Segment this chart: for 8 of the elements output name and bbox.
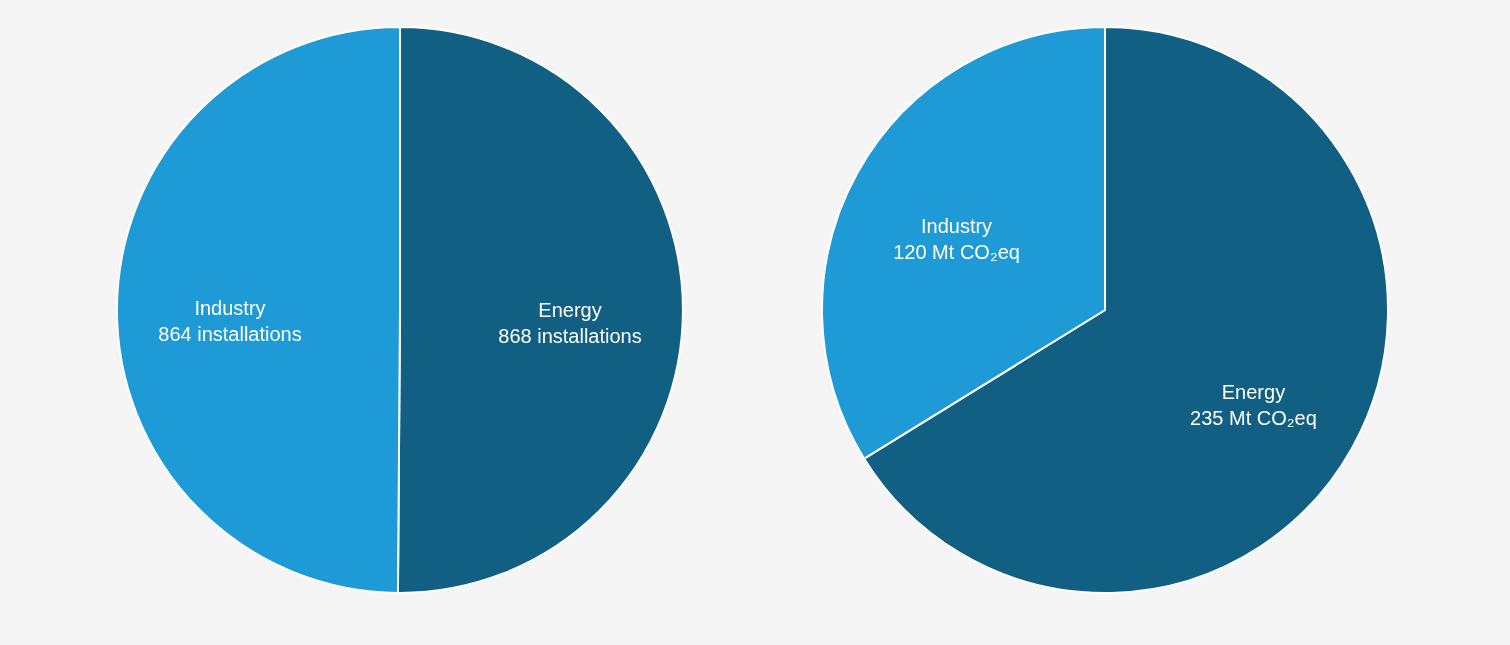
slice-label: Energy bbox=[1221, 380, 1286, 403]
slice-label: Industry bbox=[920, 215, 993, 238]
data-label: 235 Mt CO₂eq bbox=[1190, 406, 1317, 429]
slice-label: Energy bbox=[538, 298, 602, 321]
data-label: 868 installations bbox=[498, 324, 642, 347]
slice-label: Industry bbox=[194, 297, 266, 320]
data-label: 864 installations bbox=[158, 323, 302, 346]
data-label: 120 Mt CO₂eq bbox=[893, 241, 1020, 264]
